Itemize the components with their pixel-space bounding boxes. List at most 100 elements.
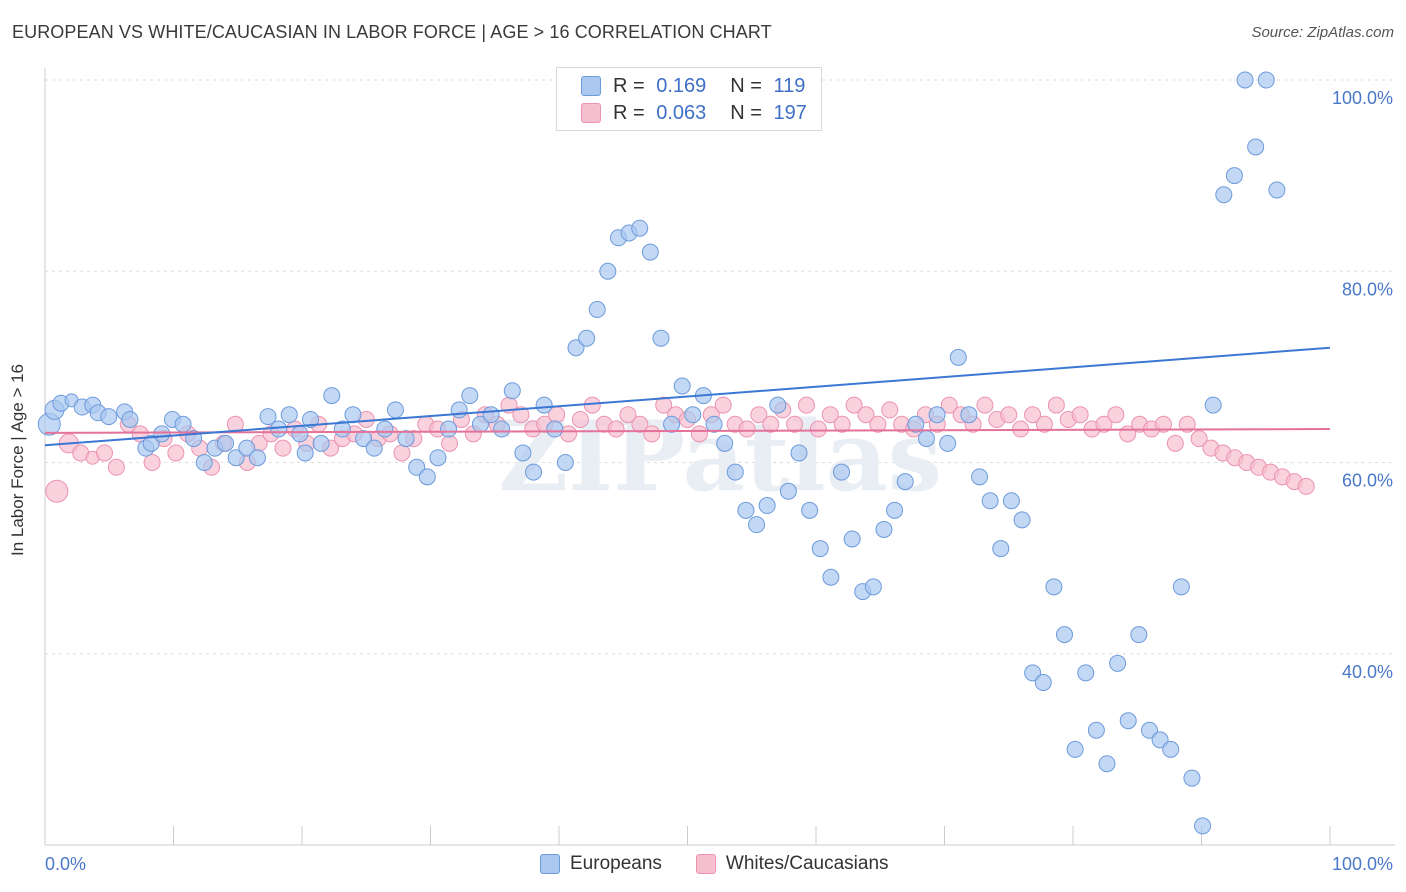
europeans-point [1002, 492, 1020, 510]
whites-point [167, 444, 185, 462]
europeans-point [832, 463, 850, 481]
whites-point [1047, 396, 1065, 414]
europeans-point [886, 501, 904, 519]
whites-point [1190, 430, 1208, 448]
europeans-point [1257, 71, 1275, 89]
whites-point [95, 444, 113, 462]
series-europeans-points [37, 71, 1286, 835]
europeans-swatch [581, 76, 601, 96]
legend-item-whites[interactable]: Whites/Caucasians [695, 853, 889, 875]
legend-label-europeans: Europeans [570, 853, 662, 874]
europeans-point [1109, 654, 1127, 672]
legend-label-whites: Whites/Caucasians [725, 853, 889, 874]
europeans-point [296, 444, 314, 462]
whites-point [750, 406, 768, 424]
europeans-point [578, 329, 596, 347]
stats-legend-row-europeans: R = 0.169 N = 119 [581, 73, 805, 99]
europeans-legend-swatch [540, 854, 560, 874]
europeans-point [386, 401, 404, 419]
europeans-point [1024, 664, 1042, 682]
europeans-point [259, 408, 277, 426]
europeans-point [333, 420, 351, 438]
europeans-point [450, 401, 468, 419]
whites-point [940, 396, 958, 414]
europeans-point [514, 444, 532, 462]
europeans-point [758, 497, 776, 515]
europeans-point [1194, 817, 1212, 835]
europeans-point [482, 406, 500, 424]
europeans-point [599, 262, 617, 280]
chart-title: EUROPEAN VS WHITE/CAUCASIAN IN LABOR FOR… [12, 22, 772, 42]
europeans-point [408, 458, 426, 476]
europeans-point [301, 410, 319, 428]
whites-point [107, 458, 125, 476]
europeans-point [121, 410, 139, 428]
n-value: 119 [773, 74, 806, 97]
europeans-point [535, 396, 553, 414]
europeans-point [949, 348, 967, 366]
europeans-point [992, 540, 1010, 558]
europeans-point [631, 219, 649, 237]
europeans-point [960, 406, 978, 424]
europeans-point [1236, 71, 1254, 89]
whites-point [571, 410, 589, 428]
n-label: N = [730, 74, 762, 97]
europeans-point [153, 425, 171, 443]
europeans-point [440, 420, 458, 438]
europeans-point [748, 516, 766, 534]
whites-point [797, 396, 815, 414]
whites-point [631, 415, 649, 433]
europeans-point [673, 377, 691, 395]
europeans-point [280, 406, 298, 424]
legend-item-europeans[interactable]: Europeans [540, 853, 662, 875]
europeans-trend-line [44, 346, 1331, 447]
whites-point [1166, 434, 1184, 452]
europeans-point [939, 434, 957, 452]
n-label: N = [730, 101, 762, 124]
whites-point [869, 415, 887, 433]
europeans-point [1119, 712, 1137, 730]
europeans-point [376, 420, 394, 438]
europeans-point [1013, 511, 1031, 529]
europeans-point [1140, 721, 1158, 739]
europeans-point [917, 430, 935, 448]
europeans-point [1066, 740, 1084, 758]
whites-point [1095, 415, 1113, 433]
europeans-point [971, 468, 989, 486]
whites-point [690, 425, 708, 443]
whites-point [1107, 406, 1125, 424]
whites-point [1154, 415, 1172, 433]
series-legend: Europeans Whites/Caucasians [540, 852, 923, 876]
europeans-point [1045, 578, 1063, 596]
europeans-point [1087, 721, 1105, 739]
whites-point [762, 415, 780, 433]
europeans-point [588, 301, 606, 318]
europeans-point [822, 568, 840, 586]
whites-point [619, 406, 637, 424]
europeans-point [238, 439, 256, 457]
whites-point [809, 420, 827, 438]
europeans-point [1204, 396, 1222, 414]
x-tick-label: 100.0% [1332, 854, 1393, 874]
europeans-point [1215, 186, 1233, 204]
whites-point [786, 415, 804, 433]
europeans-point [525, 463, 543, 481]
europeans-point [1098, 755, 1116, 773]
europeans-point [641, 243, 659, 261]
europeans-point [790, 444, 808, 462]
europeans-point [270, 420, 288, 438]
whites-point [833, 415, 851, 433]
europeans-point [875, 520, 893, 538]
europeans-point [896, 473, 914, 491]
europeans-point [907, 415, 925, 433]
r-value: 0.063 [656, 101, 707, 124]
whites-point [45, 479, 69, 503]
whites-point [393, 444, 411, 462]
europeans-point [546, 420, 564, 438]
whites-point [881, 401, 899, 419]
europeans-point [1225, 167, 1243, 185]
n-value: 197 [773, 101, 807, 124]
europeans-point [248, 449, 266, 467]
whites-point [274, 439, 292, 457]
